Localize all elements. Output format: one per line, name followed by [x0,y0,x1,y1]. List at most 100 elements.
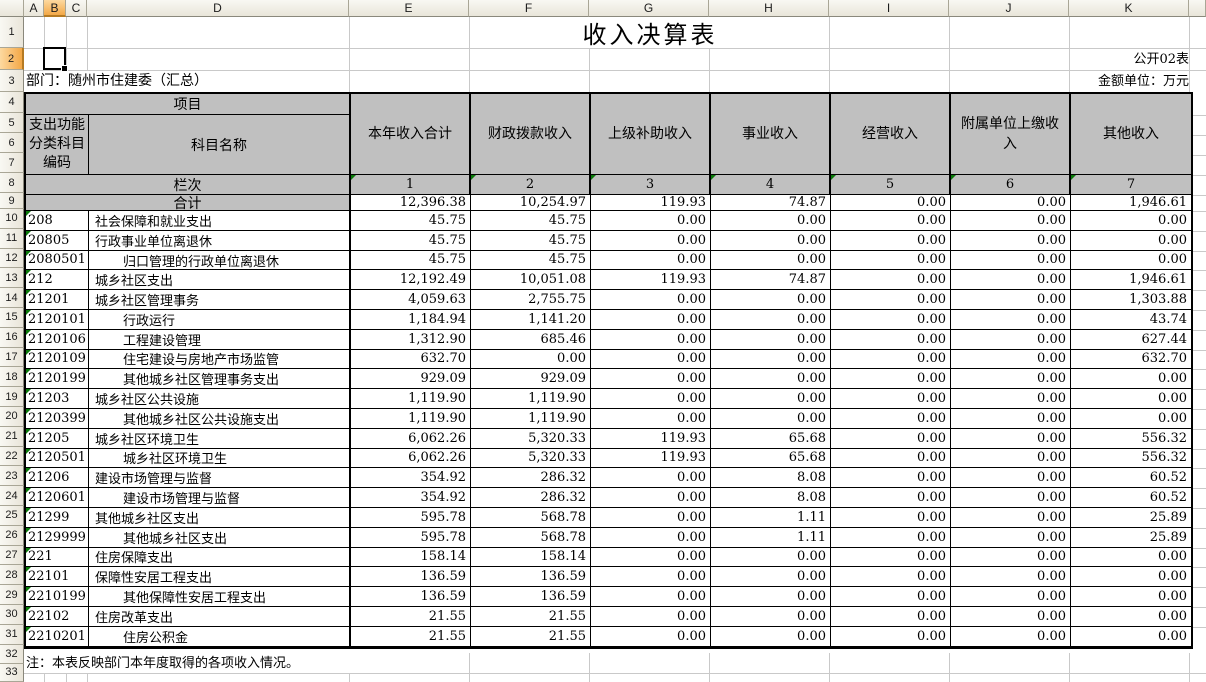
row-value-cell[interactable]: 1,119.90 [351,408,471,429]
value-column-number[interactable]: 6 [951,175,1071,195]
row-value-cell[interactable]: 0.00 [831,230,951,251]
column-header-K[interactable]: K [1069,0,1189,17]
department-label[interactable]: 部门：随州市住建委（汇总） [26,71,208,92]
sheet-code-label[interactable]: 公开02表 [1133,49,1189,70]
row-header-17[interactable]: 17 [0,347,24,368]
row-value-cell[interactable]: 65.68 [711,448,831,469]
row-value-cell[interactable]: 1,303.88 [1071,290,1191,310]
row-value-cell[interactable]: 0.00 [1071,409,1191,429]
column-header-E[interactable]: E [349,0,469,17]
row-value-cell[interactable]: 0.00 [951,507,1071,528]
total-value[interactable]: 0.00 [831,195,951,211]
row-header-28[interactable]: 28 [0,565,24,586]
row-value-cell[interactable]: 685.46 [471,329,591,350]
row-value-cell[interactable]: 0.00 [1071,607,1191,627]
row-value-cell[interactable]: 0.00 [831,527,951,548]
row-value-cell[interactable]: 354.92 [351,468,471,489]
row-header-26[interactable]: 26 [0,525,24,546]
row-value-cell[interactable]: 0.00 [591,250,711,271]
row-value-cell[interactable]: 0.00 [591,606,711,627]
row-value-cell[interactable]: 45.75 [471,230,591,251]
header-lanci-label[interactable]: 栏次 [26,175,351,195]
row-value-cell[interactable]: 0.00 [591,468,711,489]
value-column-header[interactable]: 上级补助收入 [591,94,711,175]
row-value-cell[interactable]: 45.75 [471,250,591,271]
row-code-cell[interactable]: 21205 [26,428,89,449]
total-value[interactable]: 119.93 [591,195,711,211]
row-name-cell[interactable]: 建设市场管理与监督 [89,468,351,489]
row-value-cell[interactable]: 0.00 [951,211,1071,231]
row-value-cell[interactable]: 595.78 [351,507,471,528]
row-code-cell[interactable]: 2120199 [26,369,89,390]
row-code-cell[interactable]: 21201 [26,290,89,310]
row-value-cell[interactable]: 0.00 [711,250,831,271]
row-value-cell[interactable]: 0.00 [591,408,711,429]
row-value-cell[interactable]: 0.00 [591,329,711,350]
value-column-header[interactable]: 其他收入 [1071,94,1191,175]
row-header-8[interactable]: 8 [0,173,24,193]
report-title[interactable]: 收入决算表 [471,17,829,49]
row-code-cell[interactable]: 212 [26,270,89,291]
row-header-3[interactable]: 3 [0,70,24,92]
row-value-cell[interactable]: 0.00 [711,567,831,588]
row-value-cell[interactable]: 0.00 [951,488,1071,508]
row-value-cell[interactable]: 0.00 [711,369,831,390]
column-header-I[interactable]: I [829,0,949,17]
row-header-15[interactable]: 15 [0,307,24,328]
row-code-cell[interactable]: 2120109 [26,349,89,370]
unit-label[interactable]: 金额单位：万元 [1097,71,1189,92]
row-value-cell[interactable]: 0.00 [1071,231,1191,251]
total-value[interactable]: 10,254.97 [471,195,591,211]
row-value-cell[interactable]: 1.11 [711,507,831,528]
row-value-cell[interactable]: 45.75 [471,211,591,231]
row-value-cell[interactable]: 1,119.90 [471,408,591,429]
row-value-cell[interactable]: 5,320.33 [471,448,591,469]
note-label[interactable]: 注：本表反映部门本年度取得的各项收入情况。 [26,655,300,673]
row-value-cell[interactable]: 1,184.94 [351,309,471,330]
column-header-C[interactable]: C [66,0,87,17]
row-value-cell[interactable]: 158.14 [471,547,591,568]
row-value-cell[interactable]: 0.00 [711,626,831,647]
row-value-cell[interactable]: 929.09 [351,369,471,390]
row-code-cell[interactable]: 21203 [26,389,89,409]
row-value-cell[interactable]: 0.00 [831,309,951,330]
header-project[interactable]: 项目 [26,94,351,115]
value-column-number[interactable]: 5 [831,175,951,195]
select-all-corner[interactable] [0,0,24,17]
row-value-cell[interactable]: 0.00 [831,369,951,390]
row-header-32[interactable]: 32 [0,644,24,664]
value-column-header[interactable]: 经营收入 [831,94,951,175]
value-column-number[interactable]: 4 [711,175,831,195]
row-value-cell[interactable]: 136.59 [471,587,591,607]
total-value[interactable]: 1,946.61 [1071,195,1191,211]
row-value-cell[interactable]: 74.87 [711,270,831,291]
row-value-cell[interactable]: 0.00 [591,211,711,231]
row-name-cell[interactable]: 城乡社区环境卫生 [89,448,351,469]
row-value-cell[interactable]: 0.00 [831,211,951,231]
row-name-cell[interactable]: 城乡社区管理事务 [89,290,351,310]
row-header-31[interactable]: 31 [0,624,24,645]
row-value-cell[interactable]: 0.00 [591,309,711,330]
row-header-19[interactable]: 19 [0,387,24,407]
row-value-cell[interactable]: 60.52 [1071,468,1191,489]
row-value-cell[interactable]: 0.00 [951,408,1071,429]
row-value-cell[interactable]: 0.00 [831,428,951,449]
row-value-cell[interactable]: 0.00 [951,230,1071,251]
row-value-cell[interactable]: 60.52 [1071,488,1191,508]
row-value-cell[interactable]: 6,062.26 [351,448,471,469]
row-value-cell[interactable]: 0.00 [951,448,1071,469]
row-value-cell[interactable]: 0.00 [591,626,711,647]
row-name-cell[interactable]: 其他保障性安居工程支出 [89,587,351,607]
row-value-cell[interactable]: 929.09 [471,369,591,390]
row-value-cell[interactable]: 0.00 [591,290,711,310]
row-value-cell[interactable]: 0.00 [951,428,1071,449]
column-header-partial[interactable] [1189,0,1206,17]
row-value-cell[interactable]: 6,062.26 [351,428,471,449]
value-column-number[interactable]: 3 [591,175,711,195]
row-header-22[interactable]: 22 [0,446,24,467]
row-value-cell[interactable]: 286.32 [471,488,591,508]
value-column-header[interactable]: 附属单位上缴收入 [951,94,1071,175]
row-value-cell[interactable]: 0.00 [951,389,1071,409]
row-code-cell[interactable]: 208 [26,211,89,231]
row-value-cell[interactable]: 119.93 [591,270,711,291]
